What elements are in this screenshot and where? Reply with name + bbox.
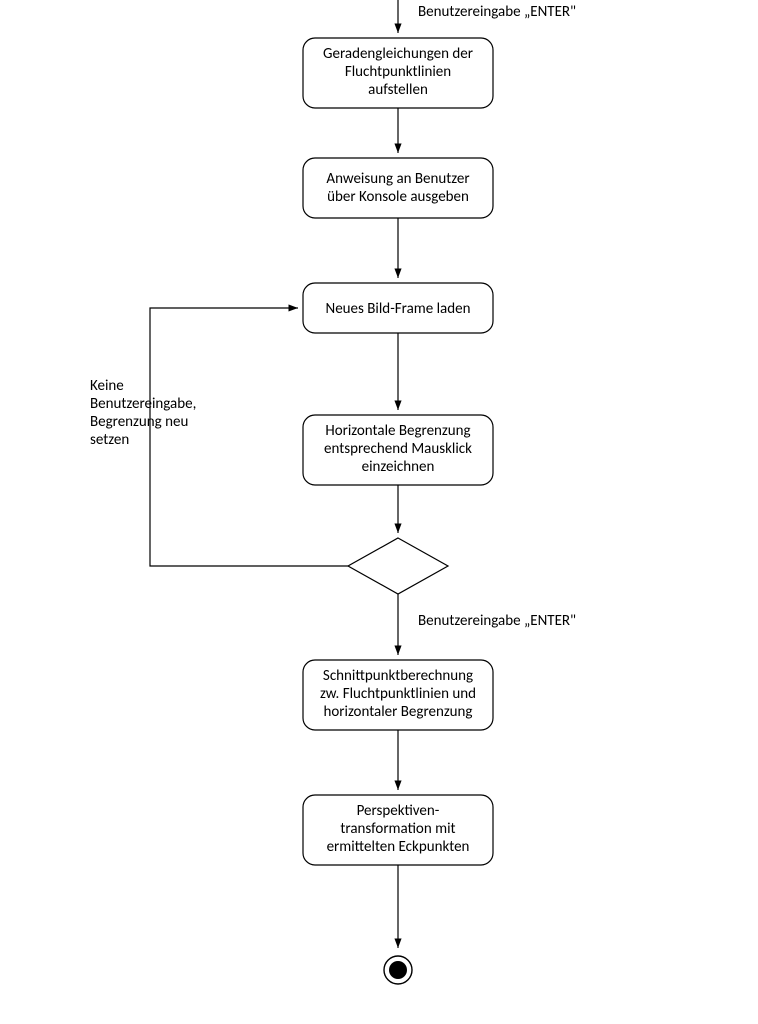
svg-text:Geradengleichungen der: Geradengleichungen der (323, 45, 473, 63)
svg-text:Neues Bild-Frame laden: Neues Bild-Frame laden (326, 300, 471, 318)
node-geradengleichungen: Geradengleichungen der Fluchtpunktlinien… (303, 38, 493, 108)
svg-text:Schnittpunktberechnung: Schnittpunktberechnung (323, 667, 473, 685)
svg-text:einzeichnen: einzeichnen (362, 458, 435, 476)
node-horizontale-begrenzung: Horizontale Begrenzung entsprechend Maus… (303, 415, 493, 485)
label-enter-top: Benutzereingabe „ENTER" (418, 3, 576, 21)
svg-text:Begrenzung neu: Begrenzung neu (90, 413, 188, 431)
svg-text:Perspektiven-: Perspektiven- (357, 802, 440, 820)
node-schnittpunkt: Schnittpunktberechnung zw. Fluchtpunktli… (303, 660, 493, 730)
svg-text:Anweisung an Benutzer: Anweisung an Benutzer (326, 170, 469, 188)
svg-text:horizontaler Begrenzung: horizontaler Begrenzung (324, 703, 473, 721)
svg-text:Fluchtpunktlinien: Fluchtpunktlinien (345, 63, 451, 81)
svg-text:entsprechend Mausklick: entsprechend Mausklick (324, 440, 472, 458)
node-neues-bild: Neues Bild-Frame laden (303, 283, 493, 333)
svg-text:setzen: setzen (90, 431, 129, 449)
svg-text:aufstellen: aufstellen (368, 81, 428, 99)
svg-text:Benutzereingabe,: Benutzereingabe, (90, 395, 196, 413)
svg-text:ermittelten Eckpunkten: ermittelten Eckpunkten (327, 838, 470, 856)
svg-text:Keine: Keine (90, 377, 124, 395)
flowchart-canvas: Benutzereingabe „ENTER" Geradengleichung… (0, 0, 758, 1024)
node-anweisung: Anweisung an Benutzer über Konsole ausge… (303, 158, 493, 218)
svg-text:Horizontale Begrenzung: Horizontale Begrenzung (325, 422, 470, 440)
end-node (384, 956, 412, 984)
label-enter-bottom: Benutzereingabe „ENTER" (418, 612, 576, 630)
svg-text:transformation mit: transformation mit (340, 820, 455, 838)
label-loop: Keine Benutzereingabe, Begrenzung neu se… (90, 377, 196, 449)
svg-text:über Konsole ausgeben: über Konsole ausgeben (327, 188, 469, 206)
svg-text:zw. Fluchtpunktlinien und: zw. Fluchtpunktlinien und (320, 685, 476, 703)
node-perspektiven: Perspektiven- transformation mit ermitte… (303, 795, 493, 865)
decision-diamond (348, 538, 448, 594)
